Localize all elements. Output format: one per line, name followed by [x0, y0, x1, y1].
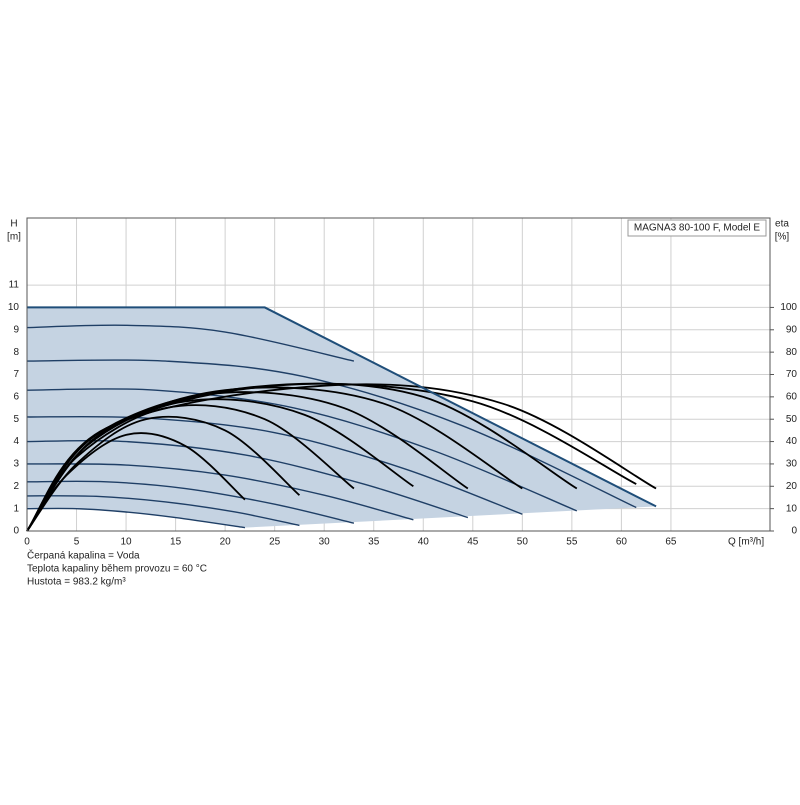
x-tick-label: 45 [467, 537, 479, 548]
x-tick-label: 15 [170, 537, 182, 548]
note: Hustota = 983.2 kg/m³ [27, 577, 126, 588]
y-tick-label: 0 [13, 526, 19, 537]
y-tick-label: 1 [13, 503, 19, 514]
y-unit: [m] [7, 232, 21, 243]
y2-tick-label: 60 [786, 391, 798, 402]
note: Čerpaná kapalina = Voda [27, 549, 140, 562]
x-tick-label: 65 [665, 537, 677, 548]
y2-label: eta [775, 219, 789, 230]
y2-tick-label: 100 [780, 302, 797, 313]
y2-tick-label: 90 [786, 324, 798, 335]
head-curve [26, 359, 637, 509]
y-label: H [10, 219, 17, 230]
x-tick-label: 25 [269, 537, 281, 548]
y-tick-label: 9 [13, 324, 19, 335]
head-curve [26, 324, 355, 362]
y-tick-label: 4 [13, 436, 19, 447]
y2-tick-label: 20 [786, 481, 798, 492]
head-curve [26, 463, 414, 521]
efficiency-curve [26, 383, 657, 532]
chart-title: MAGNA3 80-100 F, Model E [634, 223, 760, 234]
x-tick-label: 5 [74, 537, 80, 548]
head-curve [26, 388, 578, 512]
efficiency-curve [26, 415, 301, 532]
x-tick-label: 60 [616, 537, 628, 548]
y-tick-label: 7 [13, 369, 19, 380]
y2-tick-label: 70 [786, 369, 798, 380]
title-box [627, 219, 767, 237]
y2-unit: [%] [775, 232, 790, 243]
x-tick-label: 0 [24, 537, 30, 548]
head-curve [26, 507, 246, 529]
y2-tick-label: 0 [791, 526, 797, 537]
x-tick-label: 50 [517, 537, 529, 548]
head-curve [26, 439, 469, 519]
y-tick-label: 6 [13, 391, 19, 402]
x-tick-label: 35 [368, 537, 380, 548]
y-tick-label: 2 [13, 481, 19, 492]
plot [26, 306, 657, 532]
y2-tick-label: 10 [786, 503, 798, 514]
y2-tick-label: 50 [786, 414, 798, 425]
y2-tick-label: 30 [786, 459, 798, 470]
y-tick-label: 11 [9, 280, 20, 291]
y-tick-label: 10 [8, 302, 20, 313]
head-curve [26, 415, 523, 515]
x-tick-label: 30 [319, 537, 331, 548]
y2-tick-label: 80 [786, 347, 798, 358]
note: Teplota kapaliny během provozu = 60 °C [27, 564, 207, 575]
y2-tick-label: 40 [786, 436, 798, 447]
y-tick-label: 3 [13, 459, 19, 470]
x-tick-label: 55 [566, 537, 578, 548]
max-curve [27, 306, 657, 508]
head-curve [26, 480, 355, 524]
y-tick-label: 8 [13, 347, 19, 358]
y-tick-label: 5 [13, 414, 19, 425]
head-curve [26, 495, 300, 527]
x-tick-label: 20 [220, 537, 232, 548]
x-label: Q [m³/h] [728, 537, 764, 548]
efficiency-curve [26, 382, 637, 532]
x-tick-label: 10 [121, 537, 133, 548]
x-tick-label: 40 [418, 537, 430, 548]
